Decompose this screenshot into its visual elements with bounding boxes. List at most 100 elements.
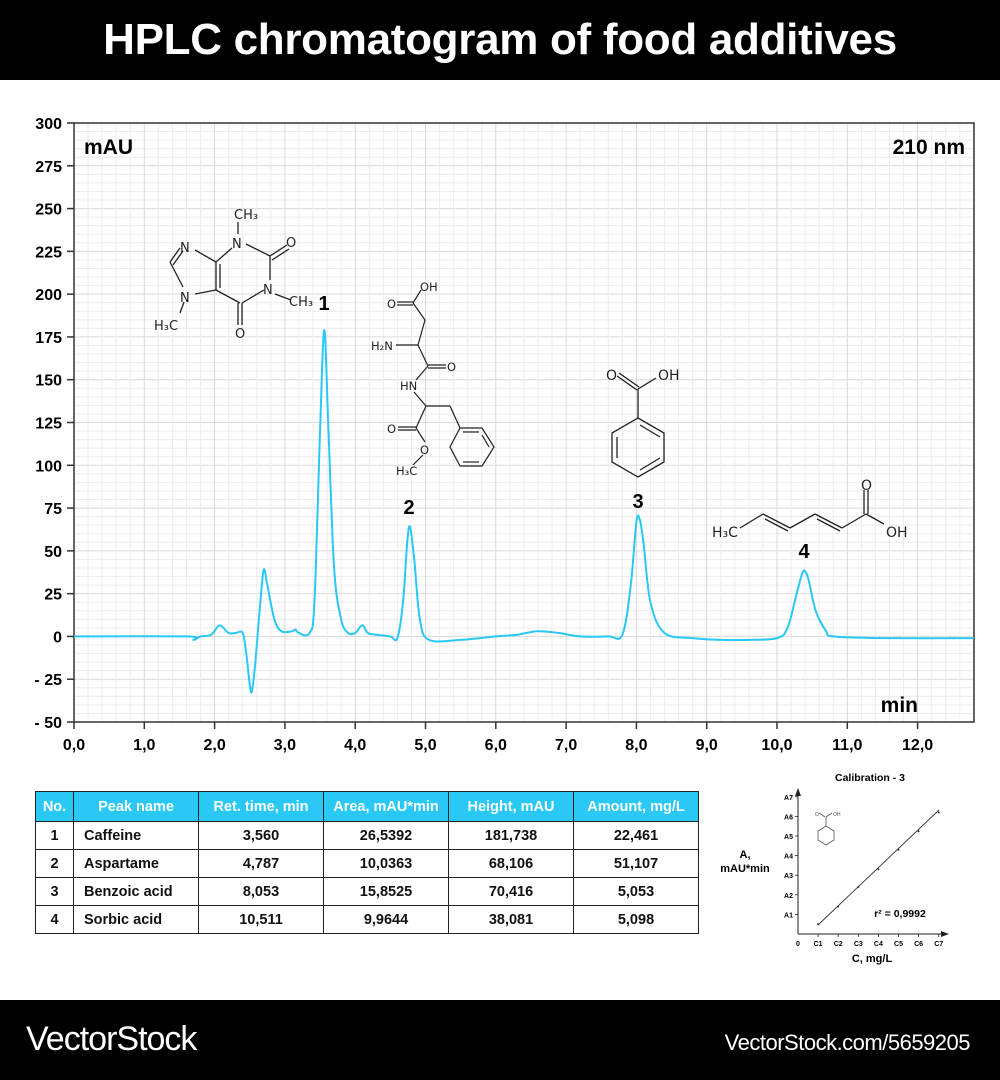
aspartame-h2n: H₂N	[371, 339, 393, 353]
cell-peak-name: Sorbic acid	[73, 905, 199, 934]
cell-no: 4	[35, 905, 74, 934]
cell-amount: 5,053	[573, 877, 699, 906]
svg-text:C1: C1	[814, 941, 823, 948]
benzoic-acid-structure-icon	[611, 372, 665, 478]
table-row: 2 Aspartame 4,787 10,0363 68,106 51,107	[35, 849, 699, 878]
calibration-title: Calibration - 3	[835, 772, 905, 784]
svg-text:A5: A5	[784, 834, 793, 841]
sorbic-o: O	[861, 478, 872, 494]
cell-no: 1	[35, 821, 74, 850]
calibration-xlabel: C, mg/L	[852, 953, 893, 965]
svg-text:C3: C3	[854, 941, 863, 948]
aspartame-structure-icon	[396, 289, 495, 467]
y-tick-label: 175	[35, 330, 62, 347]
table-row: 1 Caffeine 3,560 26,5392 181,738 22,461	[35, 821, 699, 850]
caffeine-structure-icon	[169, 222, 292, 325]
aspartame-hn: HN	[400, 379, 417, 393]
y-tick-label: 75	[44, 501, 62, 518]
caffeine-ch3-top: CH₃	[234, 208, 258, 223]
aspartame-o2: O	[447, 360, 456, 374]
cell-height: 70,416	[448, 877, 574, 906]
x-tick-label: 5,0	[414, 737, 436, 754]
cell-peak-name: Caffeine	[73, 821, 199, 850]
cell-area: 10,0363	[323, 849, 449, 878]
cell-no: 2	[35, 849, 74, 878]
caffeine-ch3-right: CH₃	[289, 295, 313, 310]
y-tick-label: 275	[35, 159, 62, 176]
y-axis-label: mAU	[84, 136, 133, 159]
svg-text:C4: C4	[874, 941, 883, 948]
svg-text:A7: A7	[784, 795, 793, 802]
svg-text:A3: A3	[784, 873, 793, 880]
page-title: HPLC chromatogram of food additives	[103, 15, 897, 64]
table-row: 4 Sorbic acid 10,511 9,9644 38,081 5,098	[35, 905, 699, 934]
calibration-r2: r² = 0,9992	[874, 908, 926, 920]
svg-text:A2: A2	[784, 893, 793, 900]
x-tick-label: 0,0	[63, 737, 85, 754]
svg-text:C7: C7	[934, 941, 943, 948]
svg-text:0: 0	[796, 941, 800, 948]
header-no: No.	[35, 791, 74, 822]
svg-text:O: O	[815, 812, 819, 818]
calibration-ylabel-line1: A,	[740, 849, 751, 861]
sorbic-h3c: H₃C	[712, 525, 738, 541]
aspartame-oh: OH	[420, 280, 438, 294]
x-tick-label: 10,0	[761, 737, 792, 754]
cell-area: 26,5392	[323, 821, 449, 850]
svg-text:A6: A6	[784, 814, 793, 821]
x-tick-label: 7,0	[555, 737, 577, 754]
footer-bar: VectorStock VectorStock.com/5659205	[0, 1000, 1000, 1080]
cell-amount: 22,461	[573, 821, 699, 850]
cell-height: 68,106	[448, 849, 574, 878]
title-bar: HPLC chromatogram of food additives	[0, 0, 1000, 80]
x-tick-label: 9,0	[696, 737, 718, 754]
y-tick-label: 100	[35, 458, 62, 475]
benzoic-o: O	[606, 368, 617, 384]
header-amount: Amount, mg/L	[573, 791, 699, 822]
x-tick-label: 2,0	[203, 737, 225, 754]
caffeine-o6: O	[235, 327, 245, 342]
table-row: 3 Benzoic acid 8,053 15,8525 70,416 5,05…	[35, 877, 699, 906]
header-height: Height, mAU	[448, 791, 574, 822]
cell-height: 181,738	[448, 821, 574, 850]
cell-ret-time: 8,053	[198, 877, 324, 906]
footer-url: VectorStock.com/5659205	[724, 1030, 971, 1055]
peak-label-2: 2	[403, 497, 414, 519]
svg-text:A4: A4	[784, 854, 793, 861]
cell-height: 38,081	[448, 905, 574, 934]
svg-text:OH: OH	[833, 812, 841, 818]
peak-label-1: 1	[318, 293, 329, 315]
benzoic-oh: OH	[658, 368, 680, 384]
cell-area: 9,9644	[323, 905, 449, 934]
y-tick-label: 0	[53, 629, 62, 646]
y-tick-label: - 50	[34, 715, 62, 732]
peak-table: No. Peak name Ret. time, min Area, mAU*m…	[35, 791, 699, 934]
cell-area: 15,8525	[323, 877, 449, 906]
aspartame-o1: O	[387, 297, 396, 311]
aspartame-o3: O	[387, 422, 396, 436]
caffeine-n1: N	[263, 283, 273, 298]
header-area: Area, mAU*min	[323, 791, 449, 822]
y-tick-label: 250	[35, 202, 62, 219]
x-tick-label: 4,0	[344, 737, 366, 754]
cell-peak-name: Aspartame	[73, 849, 199, 878]
cell-ret-time: 3,560	[198, 821, 324, 850]
aspartame-h3c: H₃C	[396, 464, 417, 478]
caffeine-o2: O	[286, 236, 296, 251]
x-tick-label: 8,0	[625, 737, 647, 754]
cell-amount: 51,107	[573, 849, 699, 878]
x-tick-label: 3,0	[274, 737, 296, 754]
calibration-benzoic-icon	[817, 812, 835, 846]
x-axis-label: min	[881, 694, 918, 717]
cell-ret-time: 4,787	[198, 849, 324, 878]
svg-text:A1: A1	[784, 912, 793, 919]
x-tick-label: 6,0	[485, 737, 507, 754]
y-tick-label: 50	[44, 544, 62, 561]
caffeine-n3: N	[232, 237, 242, 252]
y-tick-label: 225	[35, 244, 62, 261]
x-tick-label: 11,0	[832, 737, 862, 754]
y-tick-label: 150	[35, 373, 62, 390]
chart-grid	[73, 122, 975, 723]
y-tick-label: 25	[44, 587, 62, 604]
svg-text:C2: C2	[834, 941, 843, 948]
